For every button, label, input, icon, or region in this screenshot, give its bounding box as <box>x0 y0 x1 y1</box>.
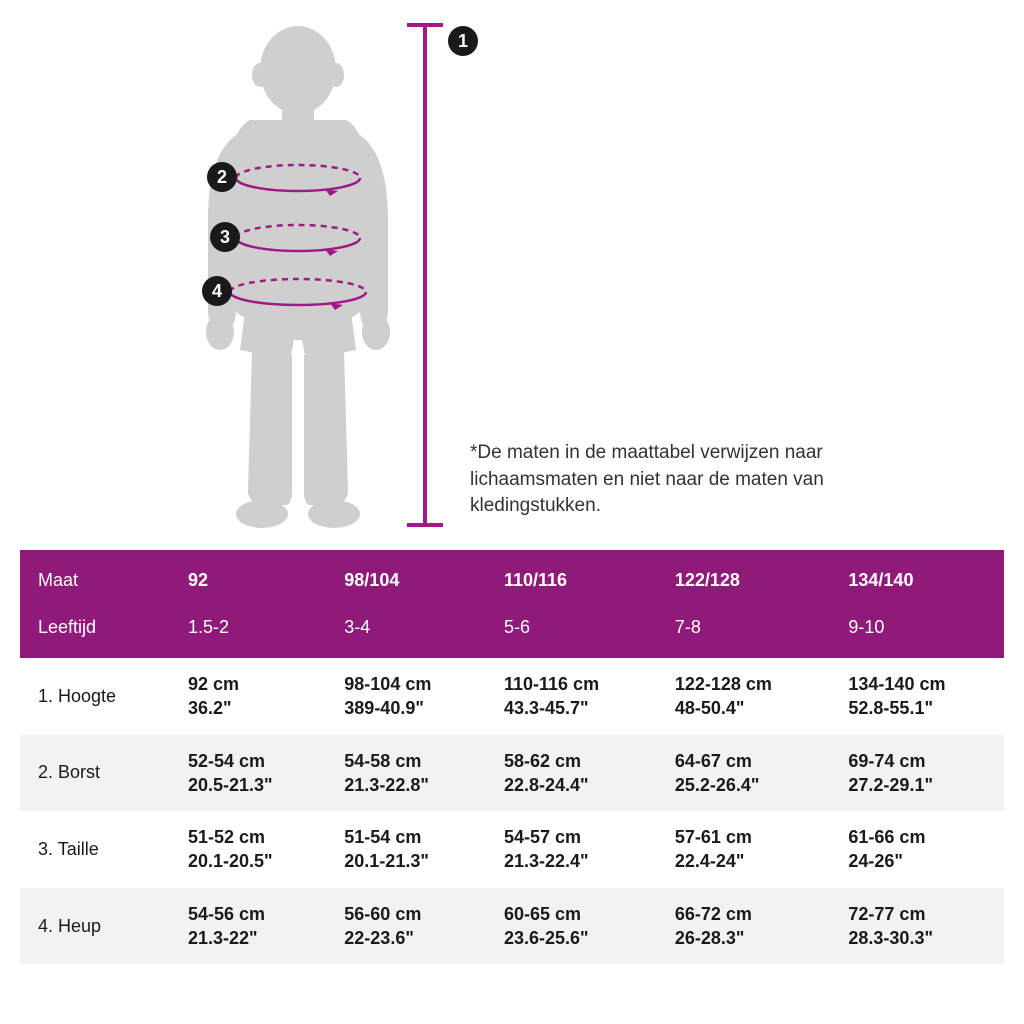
row-label: 4. Heup <box>20 888 170 965</box>
size-in: 20.1-21.3" <box>344 849 476 873</box>
size-note: *De maten in de maattabel verwijzen naar… <box>470 440 830 520</box>
size-table: Maat 92 98/104 110/116 122/128 134/140 L… <box>20 550 1004 964</box>
size-cell: 54-58 cm21.3-22.8" <box>326 735 486 812</box>
size-cm: 51-52 cm <box>188 825 316 849</box>
table-header: Maat 92 98/104 110/116 122/128 134/140 L… <box>20 550 1004 658</box>
header-cell: 9-10 <box>830 601 1004 658</box>
size-cell: 54-57 cm21.3-22.4" <box>486 811 657 888</box>
size-in: 52.8-55.1" <box>848 696 994 720</box>
header-cell: 92 <box>170 550 326 601</box>
size-in: 20.5-21.3" <box>188 773 316 797</box>
size-cell: 54-56 cm21.3-22" <box>170 888 326 965</box>
size-cm: 51-54 cm <box>344 825 476 849</box>
row-label: 3. Taille <box>20 811 170 888</box>
header-cell: 134/140 <box>830 550 1004 601</box>
header-cell: 1.5-2 <box>170 601 326 658</box>
size-cm: 64-67 cm <box>675 749 821 773</box>
size-cell: 66-72 cm26-28.3" <box>657 888 831 965</box>
size-cell: 92 cm36.2" <box>170 658 326 735</box>
badge-4: 4 <box>202 276 232 306</box>
size-cm: 61-66 cm <box>848 825 994 849</box>
size-in: 22-23.6" <box>344 926 476 950</box>
size-cell: 52-54 cm20.5-21.3" <box>170 735 326 812</box>
size-in: 21.3-22" <box>188 926 316 950</box>
badge-1: 1 <box>448 26 478 56</box>
size-cell: 69-74 cm27.2-29.1" <box>830 735 1004 812</box>
size-cm: 69-74 cm <box>848 749 994 773</box>
header-label-leeftijd: Leeftijd <box>20 601 170 658</box>
size-cell: 72-77 cm28.3-30.3" <box>830 888 1004 965</box>
size-in: 43.3-45.7" <box>504 696 647 720</box>
size-cell: 51-52 cm20.1-20.5" <box>170 811 326 888</box>
size-cell: 58-62 cm22.8-24.4" <box>486 735 657 812</box>
size-cell: 57-61 cm22.4-24" <box>657 811 831 888</box>
row-label: 1. Hoogte <box>20 658 170 735</box>
size-cm: 56-60 cm <box>344 902 476 926</box>
silhouette-svg <box>30 20 470 530</box>
header-cell: 122/128 <box>657 550 831 601</box>
table-row: 2. Borst52-54 cm20.5-21.3"54-58 cm21.3-2… <box>20 735 1004 812</box>
size-in: 28.3-30.3" <box>848 926 994 950</box>
header-cell: 110/116 <box>486 550 657 601</box>
table-row: 3. Taille51-52 cm20.1-20.5"51-54 cm20.1-… <box>20 811 1004 888</box>
size-cm: 110-116 cm <box>504 672 647 696</box>
badge-3: 3 <box>210 222 240 252</box>
size-cell: 98-104 cm389-40.9" <box>326 658 486 735</box>
header-row-maat: Maat 92 98/104 110/116 122/128 134/140 <box>20 550 1004 601</box>
header-cell: 7-8 <box>657 601 831 658</box>
size-cm: 98-104 cm <box>344 672 476 696</box>
figure-section: 1 2 3 4 *De maten in de maattabel verwij… <box>0 0 1024 550</box>
row-label: 2. Borst <box>20 735 170 812</box>
header-cell: 5-6 <box>486 601 657 658</box>
size-cell: 110-116 cm43.3-45.7" <box>486 658 657 735</box>
size-cell: 56-60 cm22-23.6" <box>326 888 486 965</box>
size-cm: 54-57 cm <box>504 825 647 849</box>
size-cm: 72-77 cm <box>848 902 994 926</box>
size-in: 389-40.9" <box>344 696 476 720</box>
size-cell: 61-66 cm24-26" <box>830 811 1004 888</box>
size-cell: 51-54 cm20.1-21.3" <box>326 811 486 888</box>
size-cm: 60-65 cm <box>504 902 647 926</box>
size-cell: 60-65 cm23.6-25.6" <box>486 888 657 965</box>
size-cm: 52-54 cm <box>188 749 316 773</box>
size-in: 24-26" <box>848 849 994 873</box>
badge-2: 2 <box>207 162 237 192</box>
table-row: 1. Hoogte92 cm36.2"98-104 cm389-40.9"110… <box>20 658 1004 735</box>
size-in: 22.8-24.4" <box>504 773 647 797</box>
size-in: 21.3-22.4" <box>504 849 647 873</box>
size-cell: 64-67 cm25.2-26.4" <box>657 735 831 812</box>
size-in: 25.2-26.4" <box>675 773 821 797</box>
size-cm: 122-128 cm <box>675 672 821 696</box>
size-in: 20.1-20.5" <box>188 849 316 873</box>
size-cm: 134-140 cm <box>848 672 994 696</box>
size-cm: 58-62 cm <box>504 749 647 773</box>
size-cell: 134-140 cm52.8-55.1" <box>830 658 1004 735</box>
table-row: 4. Heup54-56 cm21.3-22"56-60 cm22-23.6"6… <box>20 888 1004 965</box>
size-cm: 54-58 cm <box>344 749 476 773</box>
size-cm: 92 cm <box>188 672 316 696</box>
header-row-leeftijd: Leeftijd 1.5-2 3-4 5-6 7-8 9-10 <box>20 601 1004 658</box>
header-label-maat: Maat <box>20 550 170 601</box>
size-in: 26-28.3" <box>675 926 821 950</box>
size-in: 23.6-25.6" <box>504 926 647 950</box>
body-figure: 1 2 3 4 <box>30 20 470 530</box>
size-in: 22.4-24" <box>675 849 821 873</box>
size-cm: 54-56 cm <box>188 902 316 926</box>
size-in: 48-50.4" <box>675 696 821 720</box>
size-cm: 57-61 cm <box>675 825 821 849</box>
header-cell: 98/104 <box>326 550 486 601</box>
size-in: 36.2" <box>188 696 316 720</box>
size-cm: 66-72 cm <box>675 902 821 926</box>
size-in: 21.3-22.8" <box>344 773 476 797</box>
size-cell: 122-128 cm48-50.4" <box>657 658 831 735</box>
header-cell: 3-4 <box>326 601 486 658</box>
table-body: 1. Hoogte92 cm36.2"98-104 cm389-40.9"110… <box>20 658 1004 964</box>
size-in: 27.2-29.1" <box>848 773 994 797</box>
